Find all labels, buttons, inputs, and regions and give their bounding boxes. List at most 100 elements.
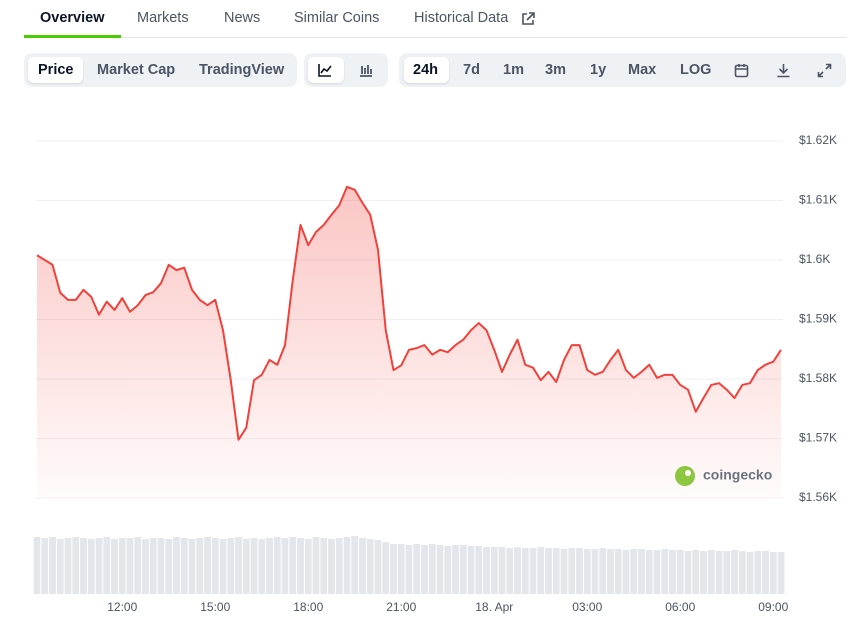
volume-bar: [281, 538, 289, 594]
volume-bar: [87, 539, 95, 594]
volume-bar: [173, 537, 180, 594]
x-tick-label: 09:00: [758, 600, 788, 614]
range-button[interactable]: 24h: [413, 62, 438, 78]
volume-bar: [273, 537, 281, 594]
volume-bar: [421, 545, 428, 594]
volume-bar: [746, 552, 754, 594]
volume-bar: [545, 548, 552, 594]
range-button[interactable]: LOG: [680, 62, 712, 78]
volume-bar: [552, 548, 560, 594]
range-button[interactable]: 1y: [590, 62, 607, 78]
volume-bar: [754, 551, 762, 594]
x-tick-label: 18. Apr: [475, 600, 513, 614]
volume-bar: [614, 549, 622, 594]
fullscreen-icon[interactable]: [817, 63, 832, 78]
volume-bar: [676, 550, 684, 594]
volume-bar: [731, 550, 738, 594]
toggle-button[interactable]: TradingView: [199, 62, 285, 78]
volume-bar: [258, 539, 266, 594]
volume-bar: [653, 550, 661, 594]
tab-divider: [24, 37, 847, 38]
price-area: [37, 186, 781, 498]
volume-bar: [568, 548, 576, 594]
volume-bar: [33, 537, 41, 594]
toggle-button[interactable]: Market Cap: [97, 62, 176, 78]
volume-bar: [95, 538, 103, 594]
volume-bar: [707, 550, 715, 594]
tab[interactable]: Overview: [40, 10, 105, 26]
volume-bar: [41, 538, 49, 594]
volume-bar: [514, 547, 521, 594]
range-button[interactable]: Max: [628, 62, 657, 78]
y-tick-label: $1.58K: [799, 371, 837, 385]
volume-bar: [219, 539, 227, 594]
volume-bar: [235, 537, 242, 594]
volume-bar: [576, 548, 583, 594]
volume-bar: [142, 539, 149, 594]
volume-bar: [157, 538, 165, 594]
volume-bar: [459, 545, 467, 594]
line-chart-icon[interactable]: [317, 62, 333, 78]
volume-bar: [64, 538, 72, 594]
volume-bar: [560, 549, 568, 594]
volume-bar: [165, 539, 173, 594]
range-button[interactable]: 1m: [503, 62, 524, 78]
x-tick-label: 21:00: [386, 600, 416, 614]
volume-bar: [521, 548, 529, 594]
price-line: [36, 185, 782, 441]
volume-bar: [397, 544, 405, 594]
volume-bar: [684, 551, 692, 594]
volume-bar: [312, 537, 320, 594]
range-button[interactable]: 3m: [545, 62, 566, 78]
volume-bar: [490, 547, 498, 594]
y-tick-label: $1.6K: [799, 252, 830, 266]
volume-bar: [80, 538, 87, 594]
tab[interactable]: Similar Coins: [294, 10, 380, 26]
volume-bar: [405, 545, 413, 594]
candle-chart-icon[interactable]: [358, 62, 374, 78]
volume-bar: [661, 549, 669, 594]
calendar-icon[interactable]: [734, 63, 749, 78]
volume-bar: [390, 544, 397, 594]
volume-bar: [289, 537, 297, 594]
volume-bar: [738, 551, 746, 594]
volume-bar: [483, 547, 490, 594]
volume-bar: [630, 549, 638, 594]
volume-bar: [467, 546, 475, 594]
volume-bar: [638, 549, 645, 594]
download-icon[interactable]: [776, 63, 791, 78]
volume-bar: [359, 538, 366, 594]
volume-bar: [645, 550, 653, 594]
x-tick-label: 18:00: [293, 600, 323, 614]
volume-bar: [103, 537, 111, 594]
volume-bar: [72, 537, 80, 594]
volume-bar: [436, 545, 444, 594]
volume-bar: [180, 538, 188, 594]
volume-bar: [452, 545, 459, 594]
volume-bar: [591, 549, 599, 594]
toggle-button[interactable]: Price: [38, 62, 74, 78]
range-button[interactable]: 7d: [463, 62, 480, 78]
volume-bar: [366, 539, 374, 594]
y-tick-label: $1.62K: [799, 133, 837, 147]
active-tab-underline: [24, 35, 121, 38]
volume-bar: [149, 538, 157, 594]
volume-bar: [188, 539, 196, 594]
tab[interactable]: Historical Data: [414, 10, 509, 26]
volume-bar: [56, 539, 64, 594]
volume-bar: [374, 540, 382, 594]
tab[interactable]: Markets: [137, 10, 189, 26]
y-tick-label: $1.56K: [799, 490, 837, 504]
y-tick-label: $1.57K: [799, 431, 837, 445]
external-link-icon: [522, 12, 535, 25]
volume-bar: [204, 537, 211, 594]
volume-bar: [49, 537, 56, 594]
volume-bar: [304, 539, 312, 594]
volume-bar: [134, 537, 142, 594]
y-tick-label: $1.59K: [799, 312, 837, 326]
volume-bar: [227, 538, 235, 594]
active-button-bg: [404, 57, 449, 83]
tab[interactable]: News: [224, 10, 261, 26]
